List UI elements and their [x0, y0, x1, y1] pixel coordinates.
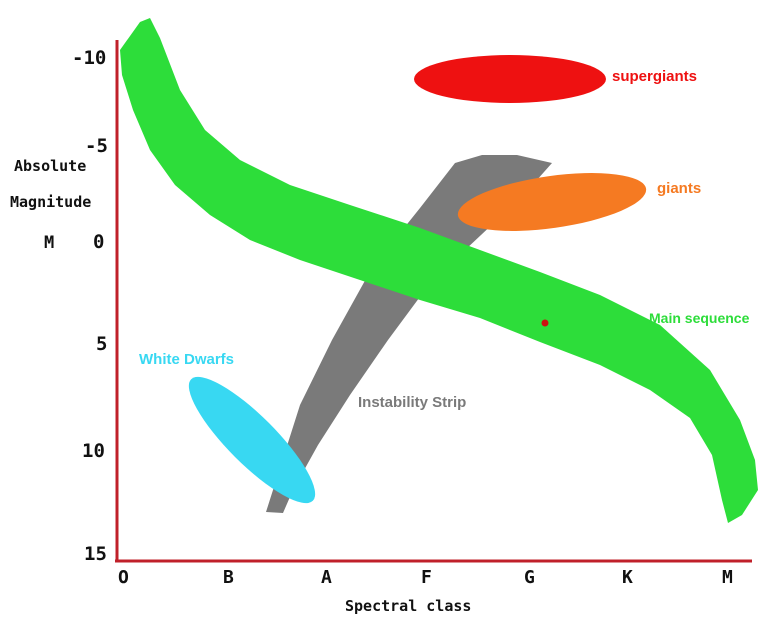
y-tick-label: 15 — [84, 543, 107, 565]
y-axis-title-line3: M — [44, 233, 54, 253]
x-tick-label: O — [118, 567, 129, 588]
sun-marker — [541, 319, 549, 327]
x-axis-title: Spectral class — [345, 597, 471, 615]
y-tick-label: 10 — [82, 440, 105, 462]
x-tick-label: K — [622, 567, 633, 588]
supergiants-region — [414, 55, 606, 103]
main-sequence-label: Main sequence — [649, 310, 750, 326]
y-tick-label: -5 — [85, 135, 108, 157]
y-tick-label: -10 — [72, 47, 106, 69]
y-tick-label: 5 — [96, 333, 107, 355]
y-axis-title-line2: Magnitude — [10, 193, 91, 211]
supergiants-label: supergiants — [612, 68, 697, 85]
instability-strip-label: Instability Strip — [358, 394, 466, 411]
white-dwarfs-label: White Dwarfs — [139, 351, 234, 368]
x-tick-label: F — [421, 567, 432, 588]
x-tick-label: G — [524, 567, 535, 588]
y-axis-title-line1: Absolute — [14, 157, 86, 175]
giants-region — [457, 173, 647, 231]
white-dwarfs-region — [188, 376, 316, 504]
main-sequence-band — [120, 18, 758, 523]
y-tick-label: 0 — [93, 231, 104, 253]
x-tick-label: A — [321, 567, 332, 588]
x-tick-label: M — [722, 567, 733, 588]
giants-label: giants — [657, 180, 701, 197]
x-tick-label: B — [223, 567, 234, 588]
